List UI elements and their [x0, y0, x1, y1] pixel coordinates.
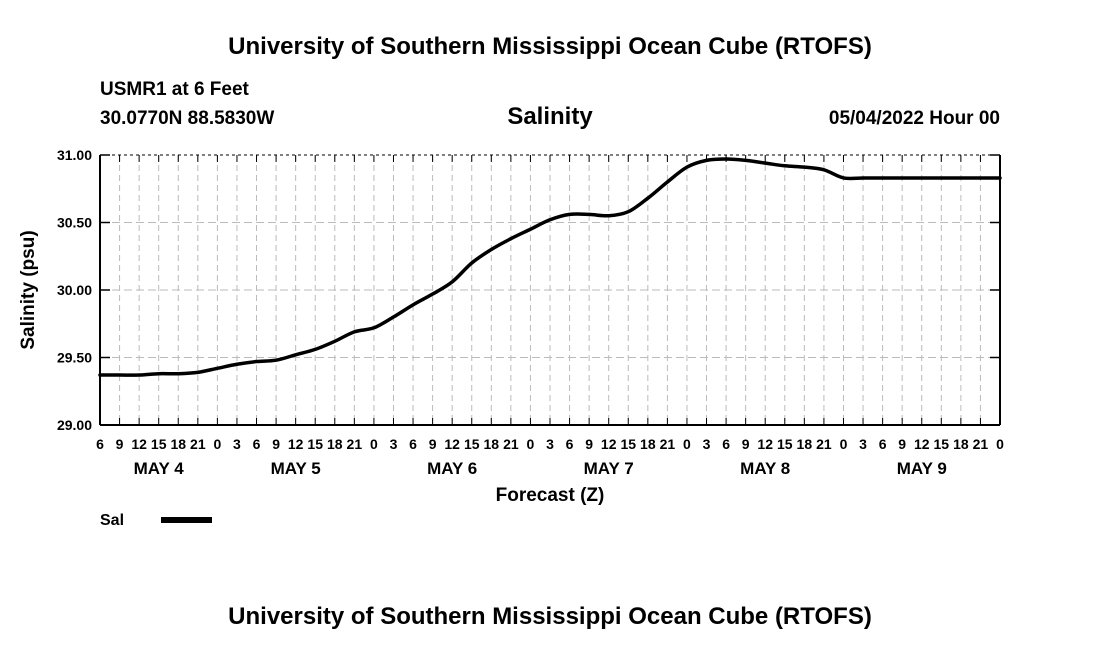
x-tick-label: 15 [464, 436, 480, 452]
x-tick-label: 15 [620, 436, 636, 452]
x-tick-label: 18 [797, 436, 813, 452]
x-tick-label: 21 [816, 436, 832, 452]
y-axis-label: Salinity (psu) [18, 230, 39, 349]
x-tick-label: 18 [170, 436, 186, 452]
x-tick-label: 21 [973, 436, 989, 452]
day-label: MAY 4 [134, 459, 185, 478]
x-tick-label: 18 [640, 436, 656, 452]
x-tick-label: 12 [601, 436, 617, 452]
x-tick-label: 9 [272, 436, 280, 452]
day-label: MAY 8 [740, 459, 790, 478]
x-tick-label: 3 [703, 436, 711, 452]
day-label: MAY 6 [427, 459, 477, 478]
day-label: MAY 9 [897, 459, 947, 478]
x-tick-label: 9 [898, 436, 906, 452]
x-tick-label: 15 [934, 436, 950, 452]
x-tick-label: 12 [288, 436, 304, 452]
x-tick-label: 3 [546, 436, 554, 452]
forecast-date: 05/04/2022 Hour 00 [829, 108, 1000, 129]
x-tick-label: 12 [914, 436, 930, 452]
station-label: USMR1 at 6 Feet [100, 79, 250, 100]
x-tick-label: 9 [429, 436, 437, 452]
x-tick-label: 18 [484, 436, 500, 452]
x-tick-label: 0 [527, 436, 535, 452]
x-tick-label: 0 [213, 436, 221, 452]
y-tick-label: 29.00 [57, 417, 92, 433]
x-tick-label: 12 [757, 436, 773, 452]
x-tick-label: 21 [347, 436, 363, 452]
x-tick-label: 0 [683, 436, 691, 452]
x-tick-label: 18 [327, 436, 343, 452]
x-tick-label: 9 [585, 436, 593, 452]
x-tick-label: 3 [859, 436, 867, 452]
legend: Sal [100, 512, 212, 529]
x-tick-label: 0 [996, 436, 1004, 452]
day-label: MAY 5 [271, 459, 321, 478]
x-tick-label: 21 [660, 436, 676, 452]
y-tick-label: 31.00 [57, 147, 92, 163]
y-tick-label: 30.00 [57, 282, 92, 298]
x-tick-label: 3 [233, 436, 241, 452]
x-tick-label: 6 [253, 436, 261, 452]
legend-label-sal: Sal [100, 512, 124, 529]
chart-main-title: University of Southern Mississippi Ocean… [228, 33, 872, 60]
x-tick-label: 12 [131, 436, 147, 452]
x-tick-label: 6 [722, 436, 730, 452]
x-tick-label: 0 [370, 436, 378, 452]
x-tick-label: 15 [777, 436, 793, 452]
x-axis-label: Forecast (Z) [496, 485, 605, 506]
x-tick-label: 0 [840, 436, 848, 452]
x-tick-label: 9 [116, 436, 124, 452]
x-tick-label: 6 [409, 436, 417, 452]
x-tick-label: 6 [566, 436, 574, 452]
y-tick-label: 29.50 [57, 350, 92, 366]
x-tick-label: 18 [953, 436, 969, 452]
footer-title: University of Southern Mississippi Ocean… [228, 603, 872, 630]
x-tick-label: 15 [307, 436, 323, 452]
x-tick-label: 9 [742, 436, 750, 452]
x-tick-label: 12 [444, 436, 460, 452]
x-tick-label: 21 [503, 436, 519, 452]
chart-subtitle: Salinity [507, 103, 593, 130]
station-coordinates: 30.0770N 88.5830W [100, 108, 274, 129]
x-tick-label: 21 [190, 436, 206, 452]
x-tick-label: 6 [96, 436, 104, 452]
day-label: MAY 7 [584, 459, 634, 478]
x-tick-label: 15 [151, 436, 167, 452]
x-tick-label: 3 [390, 436, 398, 452]
series-line-sal [98, 157, 1002, 377]
x-tick-label: 6 [879, 436, 887, 452]
y-tick-label: 30.50 [57, 215, 92, 231]
